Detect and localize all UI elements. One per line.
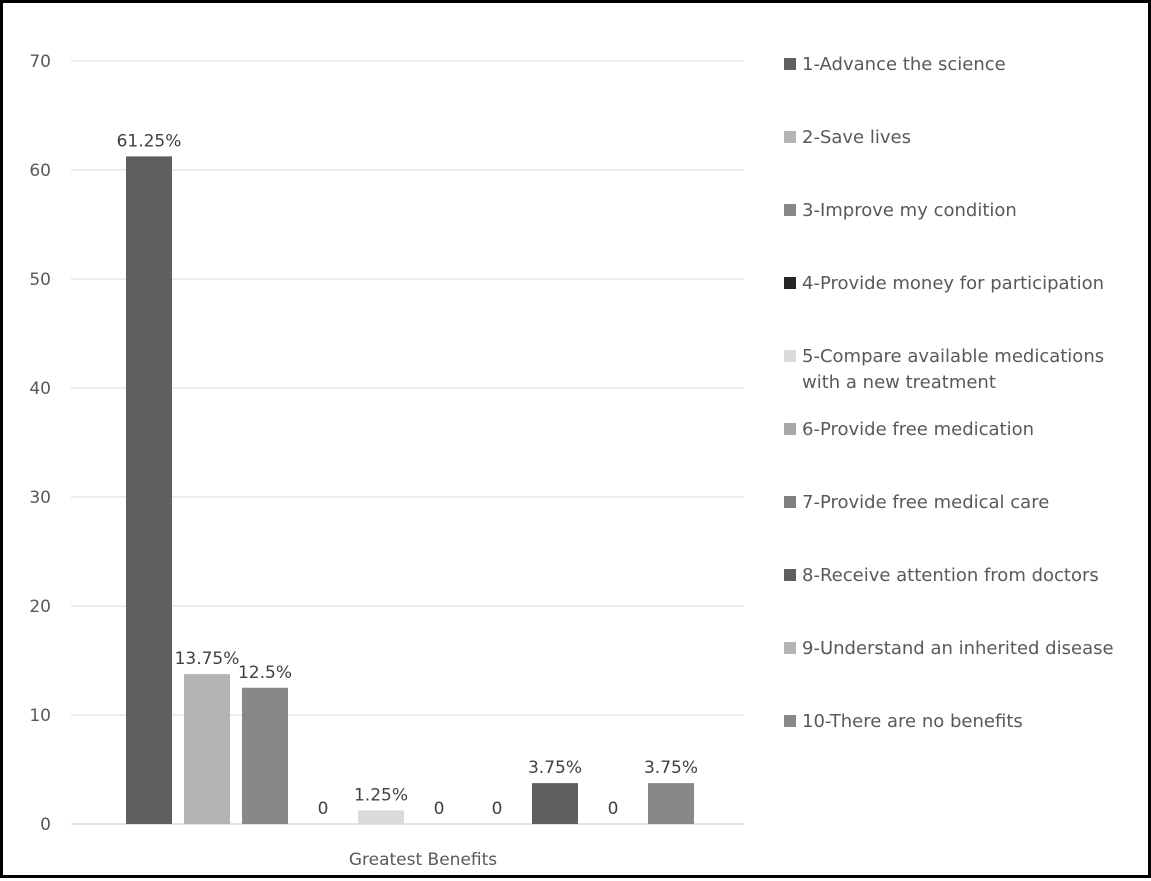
x-axis-category-label: Greatest Benefits: [349, 850, 497, 870]
data-label-3: 12.5%: [238, 663, 292, 683]
legend-swatch-4: [784, 277, 796, 289]
legend-label-3: 3-Improve my condition: [802, 200, 1017, 221]
bar-2: [184, 674, 230, 824]
legend-swatch-5: [784, 350, 796, 362]
data-label-7: 0: [492, 799, 503, 819]
bar-8: [532, 783, 578, 824]
legend-swatch-2: [784, 131, 796, 143]
bar-3: [242, 687, 288, 824]
legend-swatch-1: [784, 58, 796, 70]
bar-10: [648, 783, 694, 824]
legend-label-7: 7-Provide free medical care: [802, 492, 1049, 513]
data-label-5: 1.25%: [354, 785, 408, 805]
legend-swatch-3: [784, 204, 796, 216]
data-label-4: 0: [318, 799, 329, 819]
y-tick-label: 20: [29, 597, 51, 617]
data-label-1: 61.25%: [117, 131, 182, 151]
bars: [126, 156, 694, 824]
data-label-6: 0: [434, 799, 445, 819]
legend-label-1: 1-Advance the science: [802, 54, 1006, 75]
bar-1: [126, 156, 172, 824]
y-tick-label: 0: [40, 815, 51, 835]
y-tick-label: 50: [29, 270, 51, 290]
data-label-9: 0: [608, 799, 619, 819]
legend-swatch-8: [784, 569, 796, 581]
legend-swatch-7: [784, 496, 796, 508]
legend-label-4: 4-Provide money for participation: [802, 273, 1104, 294]
legend: 1-Advance the science 2-Save lives 3-Impro…: [784, 54, 1114, 732]
legend-label-2: 2-Save lives: [802, 127, 911, 148]
y-axis: 0 10 20 30 40 50 60 70: [29, 52, 51, 835]
legend-label-8: 8-Receive attention from doctors: [802, 565, 1099, 586]
legend-swatch-10: [784, 715, 796, 727]
bar-chart: 0 10 20 30 40 50 60 70 61.25% 13.75%12.5% 0 1.25% 0…: [29, 52, 1114, 870]
data-label-2: 13.75%: [175, 649, 240, 669]
legend-label-9: 9-Understand an inherited disease: [802, 638, 1114, 659]
data-label-8: 3.75%: [528, 758, 582, 778]
legend-swatch-9: [784, 642, 796, 654]
data-label-10: 3.75%: [644, 758, 698, 778]
y-tick-label: 70: [29, 52, 51, 72]
data-labels: 61.25% 13.75%12.5% 0 1.25% 0 0 3.75% 0 3.75%: [117, 131, 698, 819]
legend-swatch-6: [784, 423, 796, 435]
y-tick-label: 60: [29, 161, 51, 181]
legend-label-5: with a new treatment: [802, 372, 996, 393]
legend-label-10: 10-There are no benefits: [802, 711, 1023, 732]
gridlines: [71, 60, 744, 825]
legend-label-5: 5-Compare available medications: [802, 346, 1104, 367]
y-tick-label: 10: [29, 706, 51, 726]
y-tick-label: 40: [29, 379, 51, 399]
legend-label-6: 6-Provide free medication: [802, 419, 1034, 440]
bar-5: [358, 810, 404, 824]
y-tick-label: 30: [29, 488, 51, 508]
